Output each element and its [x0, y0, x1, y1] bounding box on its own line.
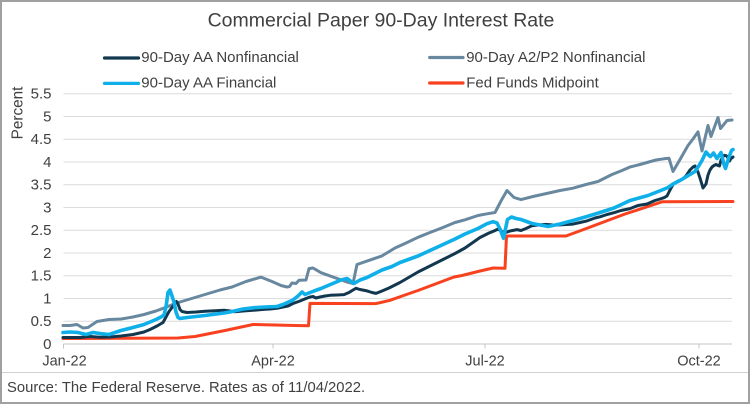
- svg-text:Source: The Federal Reserve. R: Source: The Federal Reserve. Rates as of…: [7, 380, 365, 396]
- svg-text:Oct-22: Oct-22: [677, 354, 721, 370]
- svg-text:Percent: Percent: [10, 86, 27, 139]
- svg-text:Commercial Paper 90-Day Intere: Commercial Paper 90-Day Interest Rate: [208, 10, 555, 32]
- svg-text:Jul-22: Jul-22: [465, 354, 505, 370]
- svg-text:0.5: 0.5: [31, 313, 52, 330]
- svg-text:0: 0: [43, 336, 51, 353]
- svg-text:5: 5: [43, 108, 51, 125]
- svg-text:3: 3: [43, 199, 51, 216]
- svg-text:2.5: 2.5: [31, 222, 52, 239]
- svg-text:5.5: 5.5: [31, 86, 52, 103]
- svg-text:3.5: 3.5: [31, 177, 52, 194]
- svg-text:4.5: 4.5: [31, 131, 52, 148]
- svg-text:Jan-22: Jan-22: [42, 354, 86, 370]
- svg-text:Fed Funds Midpoint: Fed Funds Midpoint: [466, 75, 599, 92]
- svg-text:90-Day AA Nonfinancial: 90-Day AA Nonfinancial: [141, 49, 299, 66]
- svg-text:2: 2: [43, 245, 51, 262]
- svg-text:1.5: 1.5: [31, 268, 52, 285]
- svg-text:Apr-22: Apr-22: [251, 354, 295, 370]
- svg-text:4: 4: [43, 154, 51, 171]
- svg-text:1: 1: [43, 290, 51, 307]
- svg-text:90-Day A2/P2 Nonfinancial: 90-Day A2/P2 Nonfinancial: [466, 49, 645, 66]
- svg-text:90-Day AA Financial: 90-Day AA Financial: [141, 75, 276, 92]
